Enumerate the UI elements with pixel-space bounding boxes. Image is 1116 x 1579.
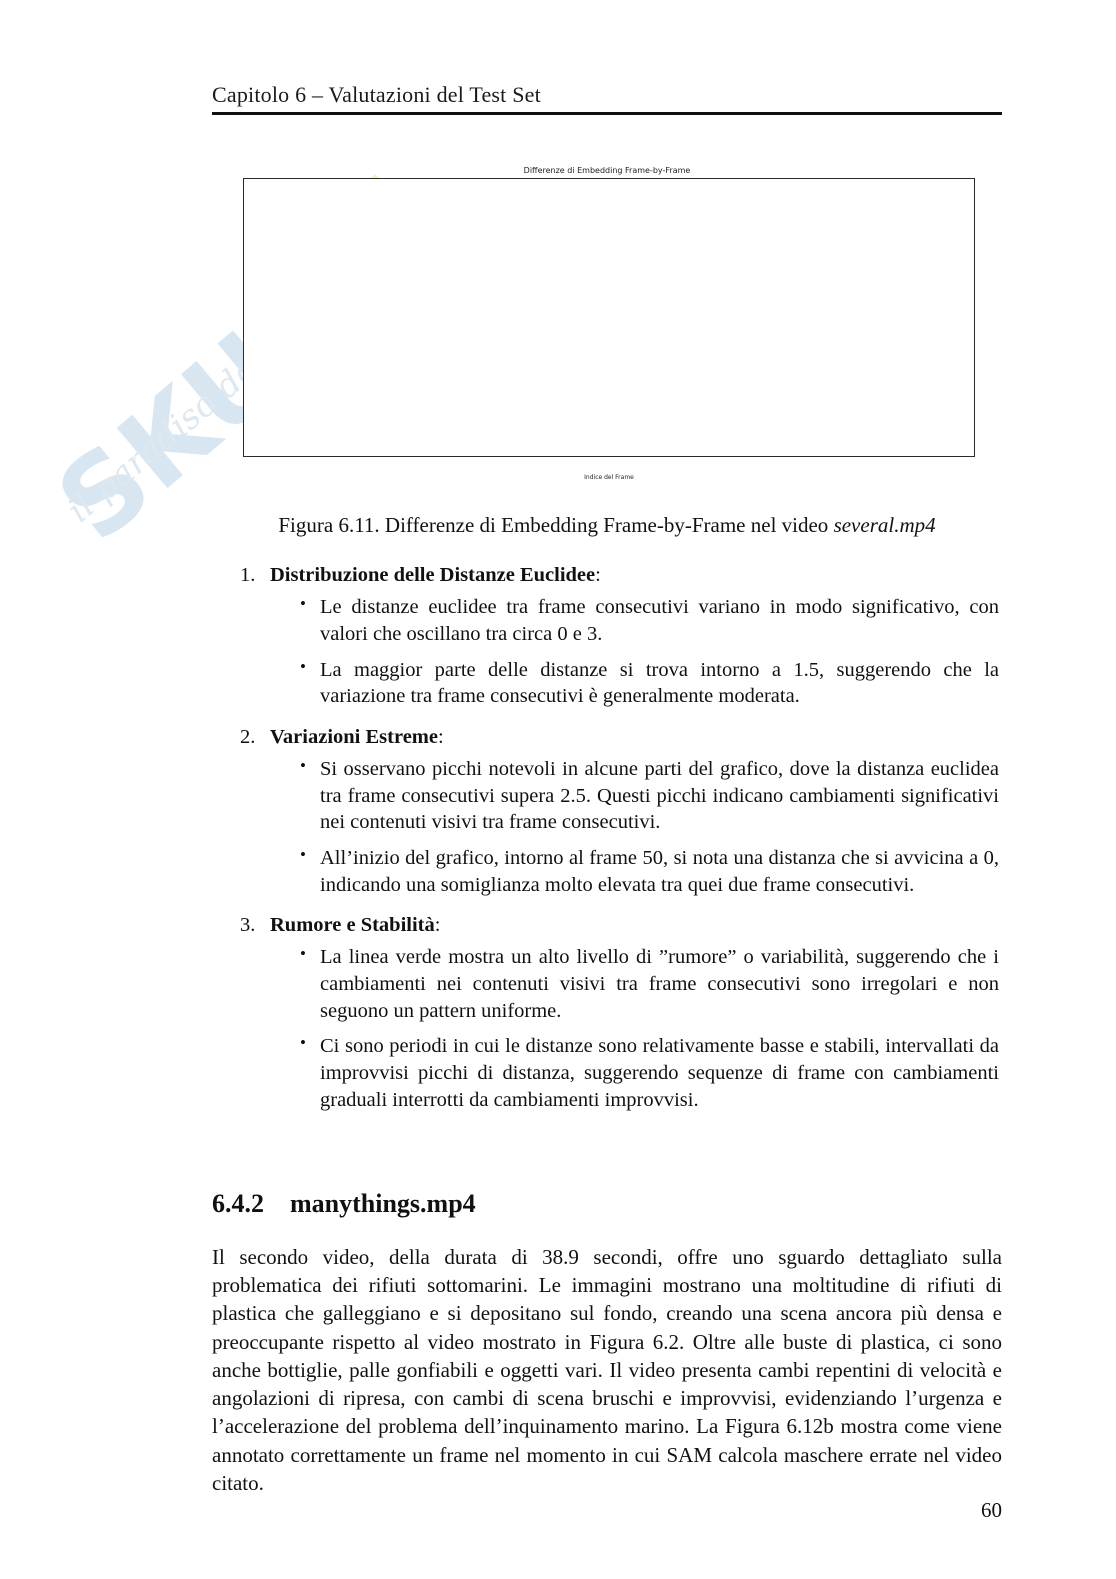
list-item-heading: 1. Distribuzione delle Distanze Euclidee: [212, 562, 1002, 588]
bullet-text: La linea verde mostra un alto livello di… [320, 946, 999, 1022]
list-item-title: Variazioni Estreme [270, 725, 438, 748]
bullet-icon: • [300, 656, 306, 676]
list-item-title-suffix: : [434, 914, 441, 937]
bullet-text: La maggior parte delle distanze si trova… [320, 658, 999, 708]
figure-caption-filename: several.mp4 [833, 513, 936, 537]
list-item-marker: 1. [240, 564, 256, 586]
section-heading: 6.4.2 manythings.mp4 [212, 1189, 1002, 1219]
list-item-title-suffix: : [437, 725, 444, 748]
bullet-item: • All’inizio del grafico, intorno al fram… [212, 845, 1002, 898]
chart-title: Differenze di Embedding Frame-by-Frame [523, 166, 691, 175]
chart-series-line [244, 179, 974, 456]
figure-caption: Figura 6.11. Differenze di Embedding Fra… [212, 513, 1002, 538]
bullet-icon: • [300, 1033, 306, 1053]
bullet-item: • Ci sono periodi in cui le distanze sono… [212, 1033, 1002, 1113]
section-title: manythings.mp4 [290, 1189, 476, 1218]
bullet-item: • Si osservano picchi notevoli in alcune … [212, 756, 1002, 836]
bullet-icon: • [300, 844, 306, 864]
section-number: 6.4.2 [212, 1189, 264, 1218]
page-number: 60 [981, 1498, 1002, 1522]
bullet-text: All’inizio del grafico, intorno al frame… [320, 846, 999, 896]
list-item-bullets: • Si osservano picchi notevoli in alcune … [212, 756, 1002, 898]
bullet-text: Si osservano picchi notevoli in alcune p… [320, 758, 999, 834]
list-item-bullets: • La linea verde mostra un alto livello d… [212, 944, 1002, 1113]
bullet-text: Le distanze euclidee tra frame consecuti… [320, 596, 999, 645]
bullet-text: Ci sono periodi in cui le distanze sono … [320, 1035, 999, 1111]
list-item-title-suffix: : [595, 564, 601, 586]
list-item-title: Rumore e Stabilità [270, 914, 435, 937]
bullet-icon: • [300, 594, 306, 614]
chart-x-axis-label: Indice del Frame [584, 474, 634, 481]
figure-caption-text: Figura 6.11. Differenze di Embedding Fra… [278, 513, 834, 537]
analysis-list: 1. Distribuzione delle Distanze Euclidee:… [212, 562, 1002, 1127]
bullet-item: • La maggior parte delle distanze si trov… [212, 657, 1002, 710]
header-rule [212, 112, 1002, 115]
list-item-heading: 3. Rumore e Stabilità: [212, 912, 1002, 938]
figure-embedding-differences: Differenze di Embedding Frame-by-Frame D… [212, 160, 1002, 505]
section-paragraph: Il secondo video, della durata di 38.9 s… [212, 1245, 1002, 1495]
bullet-item: • Le distanze euclidee tra frame consecut… [212, 594, 1002, 647]
chart-plot-area [243, 178, 975, 457]
running-head: Capitolo 6 – Valutazioni del Test Set [212, 82, 541, 107]
bullet-item: • La linea verde mostra un alto livello d… [212, 944, 1002, 1024]
list-item-heading: 2. Variazioni Estreme: [212, 724, 1002, 750]
bullet-icon: • [300, 944, 306, 964]
list-item-marker: 3. [240, 914, 256, 937]
list-item-bullets: • Le distanze euclidee tra frame consecut… [212, 594, 1002, 710]
list-item-marker: 2. [240, 725, 256, 748]
bullet-icon: • [300, 756, 306, 776]
list-item-title: Distribuzione delle Distanze Euclidee [270, 564, 596, 586]
